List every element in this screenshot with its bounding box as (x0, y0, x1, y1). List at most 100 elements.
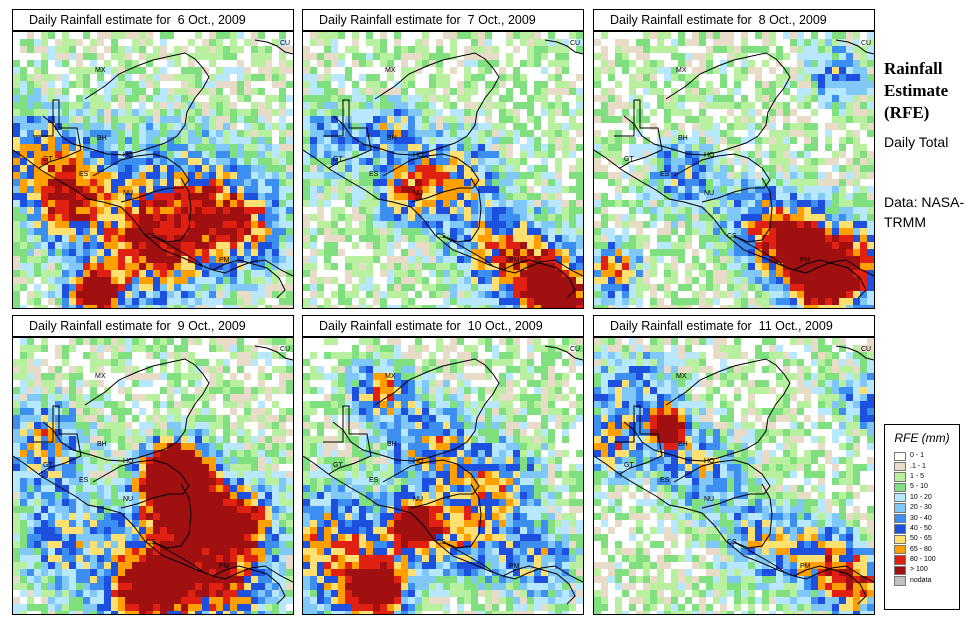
legend-item: 40 - 50 (894, 524, 936, 534)
side-data-source: Data: NASA- TRMM (884, 194, 965, 230)
country-borders (594, 39, 874, 299)
country-label-ho: HO (413, 458, 424, 465)
country-label-cu: CU (280, 40, 290, 47)
side-daily-total: Daily Total (884, 134, 949, 150)
country-label-mx: MX (385, 67, 396, 74)
rainfall-map: MX BH GT HO ES NU CS PM CU (12, 337, 294, 615)
legend-label: 20 - 30 (910, 504, 932, 512)
legend-item: 0 - 1 (894, 451, 936, 461)
legend-label: 30 - 40 (910, 514, 932, 522)
country-label-cs: CS (727, 539, 737, 546)
country-label-nu: NU (123, 190, 133, 197)
country-label-ho: HO (704, 458, 715, 465)
country-label-pm: PM (219, 257, 230, 264)
rainfall-map: MX BH GT HO ES NU CS PM CU (12, 31, 294, 309)
legend-title: RFE (mm) (894, 431, 950, 445)
legend-item: nodata (894, 576, 936, 586)
rainfall-grid (303, 338, 583, 614)
country-label-bh: BH (678, 441, 688, 448)
legend-swatch (894, 524, 906, 534)
rainfall-map: MX BH GT HO ES NU CS PM CU (593, 337, 875, 615)
country-label-es: ES (79, 477, 89, 484)
country-label-pm: PM (509, 563, 520, 570)
panel-title: Daily Rainfall estimate for 9 Oct., 2009 (12, 315, 294, 337)
legend-item: .1 - 1 (894, 461, 936, 472)
country-label-cs: CS (436, 539, 446, 546)
country-borders (303, 345, 583, 605)
panel-title: Daily Rainfall estimate for 10 Oct., 200… (302, 315, 584, 337)
rainfall-map: MX BH GT HO ES NU CS PM CU (302, 337, 584, 615)
country-label-pm: PM (800, 257, 811, 264)
map-panel-oct-9: Daily Rainfall estimate for 9 Oct., 2009… (12, 315, 294, 615)
legend-item: 50 - 65 (894, 534, 936, 545)
country-label-es: ES (369, 477, 379, 484)
legend-label: 1 - 5 (910, 472, 925, 480)
country-label-cs: CS (436, 233, 446, 240)
map-panel-oct-8: Daily Rainfall estimate for 8 Oct., 2009… (593, 9, 875, 309)
legend-label: 0 - 1 (910, 452, 925, 460)
legend-label: 80 - 100 (910, 556, 936, 564)
country-label-bh: BH (97, 135, 107, 142)
legend-item: > 100 (894, 565, 936, 576)
country-label-gt: GT (333, 156, 343, 163)
legend-swatch (894, 555, 906, 565)
legend-swatch (894, 534, 906, 545)
legend-swatch (894, 482, 906, 493)
country-label-es: ES (660, 477, 670, 484)
rfe-legend: RFE (mm) 0 - 1 .1 - 1 1 - 5 5 - 10 10 - 20 20… (884, 424, 960, 610)
legend-swatch (894, 503, 906, 513)
country-label-cu: CU (280, 346, 290, 353)
legend-swatch (894, 493, 906, 503)
legend-label: 5 - 10 (910, 483, 928, 491)
country-label-ho: HO (704, 152, 715, 159)
legend-item: 30 - 40 (894, 513, 936, 524)
country-label-nu: NU (413, 190, 423, 197)
legend-label: 40 - 50 (910, 524, 932, 532)
country-label-nu: NU (704, 496, 714, 503)
map-panel-oct-7: Daily Rainfall estimate for 7 Oct., 2009… (302, 9, 584, 309)
legend-item: 10 - 20 (894, 493, 936, 503)
legend-item: 1 - 5 (894, 472, 936, 482)
legend-label: 50 - 65 (910, 535, 932, 543)
rainfall-grid (13, 32, 293, 308)
legend-swatch (894, 451, 906, 461)
country-label-cs: CS (146, 539, 156, 546)
country-label-cu: CU (861, 40, 871, 47)
legend-label: 10 - 20 (910, 493, 932, 501)
rainfall-grid (303, 32, 583, 308)
legend-swatch (894, 472, 906, 482)
country-label-es: ES (660, 171, 670, 178)
country-label-gt: GT (43, 156, 53, 163)
country-borders (594, 345, 874, 605)
panel-title: Daily Rainfall estimate for 7 Oct., 2009 (302, 9, 584, 31)
map-panel-oct-6: Daily Rainfall estimate for 6 Oct., 2009… (12, 9, 294, 309)
legend-label: > 100 (910, 566, 928, 574)
legend-swatch (894, 513, 906, 524)
country-label-cs: CS (146, 233, 156, 240)
rainfall-map: MX BH GT HO ES NU CS PM CU (302, 31, 584, 309)
country-label-bh: BH (97, 441, 107, 448)
country-label-ho: HO (123, 152, 134, 159)
country-label-mx: MX (676, 67, 687, 74)
country-borders (303, 39, 583, 299)
country-label-es: ES (369, 171, 379, 178)
legend-label: 65 - 80 (910, 545, 932, 553)
country-label-gt: GT (624, 462, 634, 469)
country-label-gt: GT (43, 462, 53, 469)
country-label-bh: BH (387, 441, 397, 448)
country-label-ho: HO (123, 458, 134, 465)
legend-rows: 0 - 1 .1 - 1 1 - 5 5 - 10 10 - 20 20 - 30 30 -… (894, 451, 936, 586)
legend-swatch (894, 545, 906, 555)
rainfall-grid (594, 338, 874, 614)
country-label-cu: CU (570, 346, 580, 353)
panel-title: Daily Rainfall estimate for 11 Oct., 200… (593, 315, 875, 337)
panel-title: Daily Rainfall estimate for 8 Oct., 2009 (593, 9, 875, 31)
country-label-mx: MX (676, 373, 687, 380)
legend-swatch (894, 565, 906, 576)
legend-item: 65 - 80 (894, 545, 936, 555)
country-label-cu: CU (570, 40, 580, 47)
country-label-bh: BH (387, 135, 397, 142)
country-borders (13, 345, 293, 605)
country-label-nu: NU (123, 496, 133, 503)
country-label-pm: PM (800, 563, 811, 570)
